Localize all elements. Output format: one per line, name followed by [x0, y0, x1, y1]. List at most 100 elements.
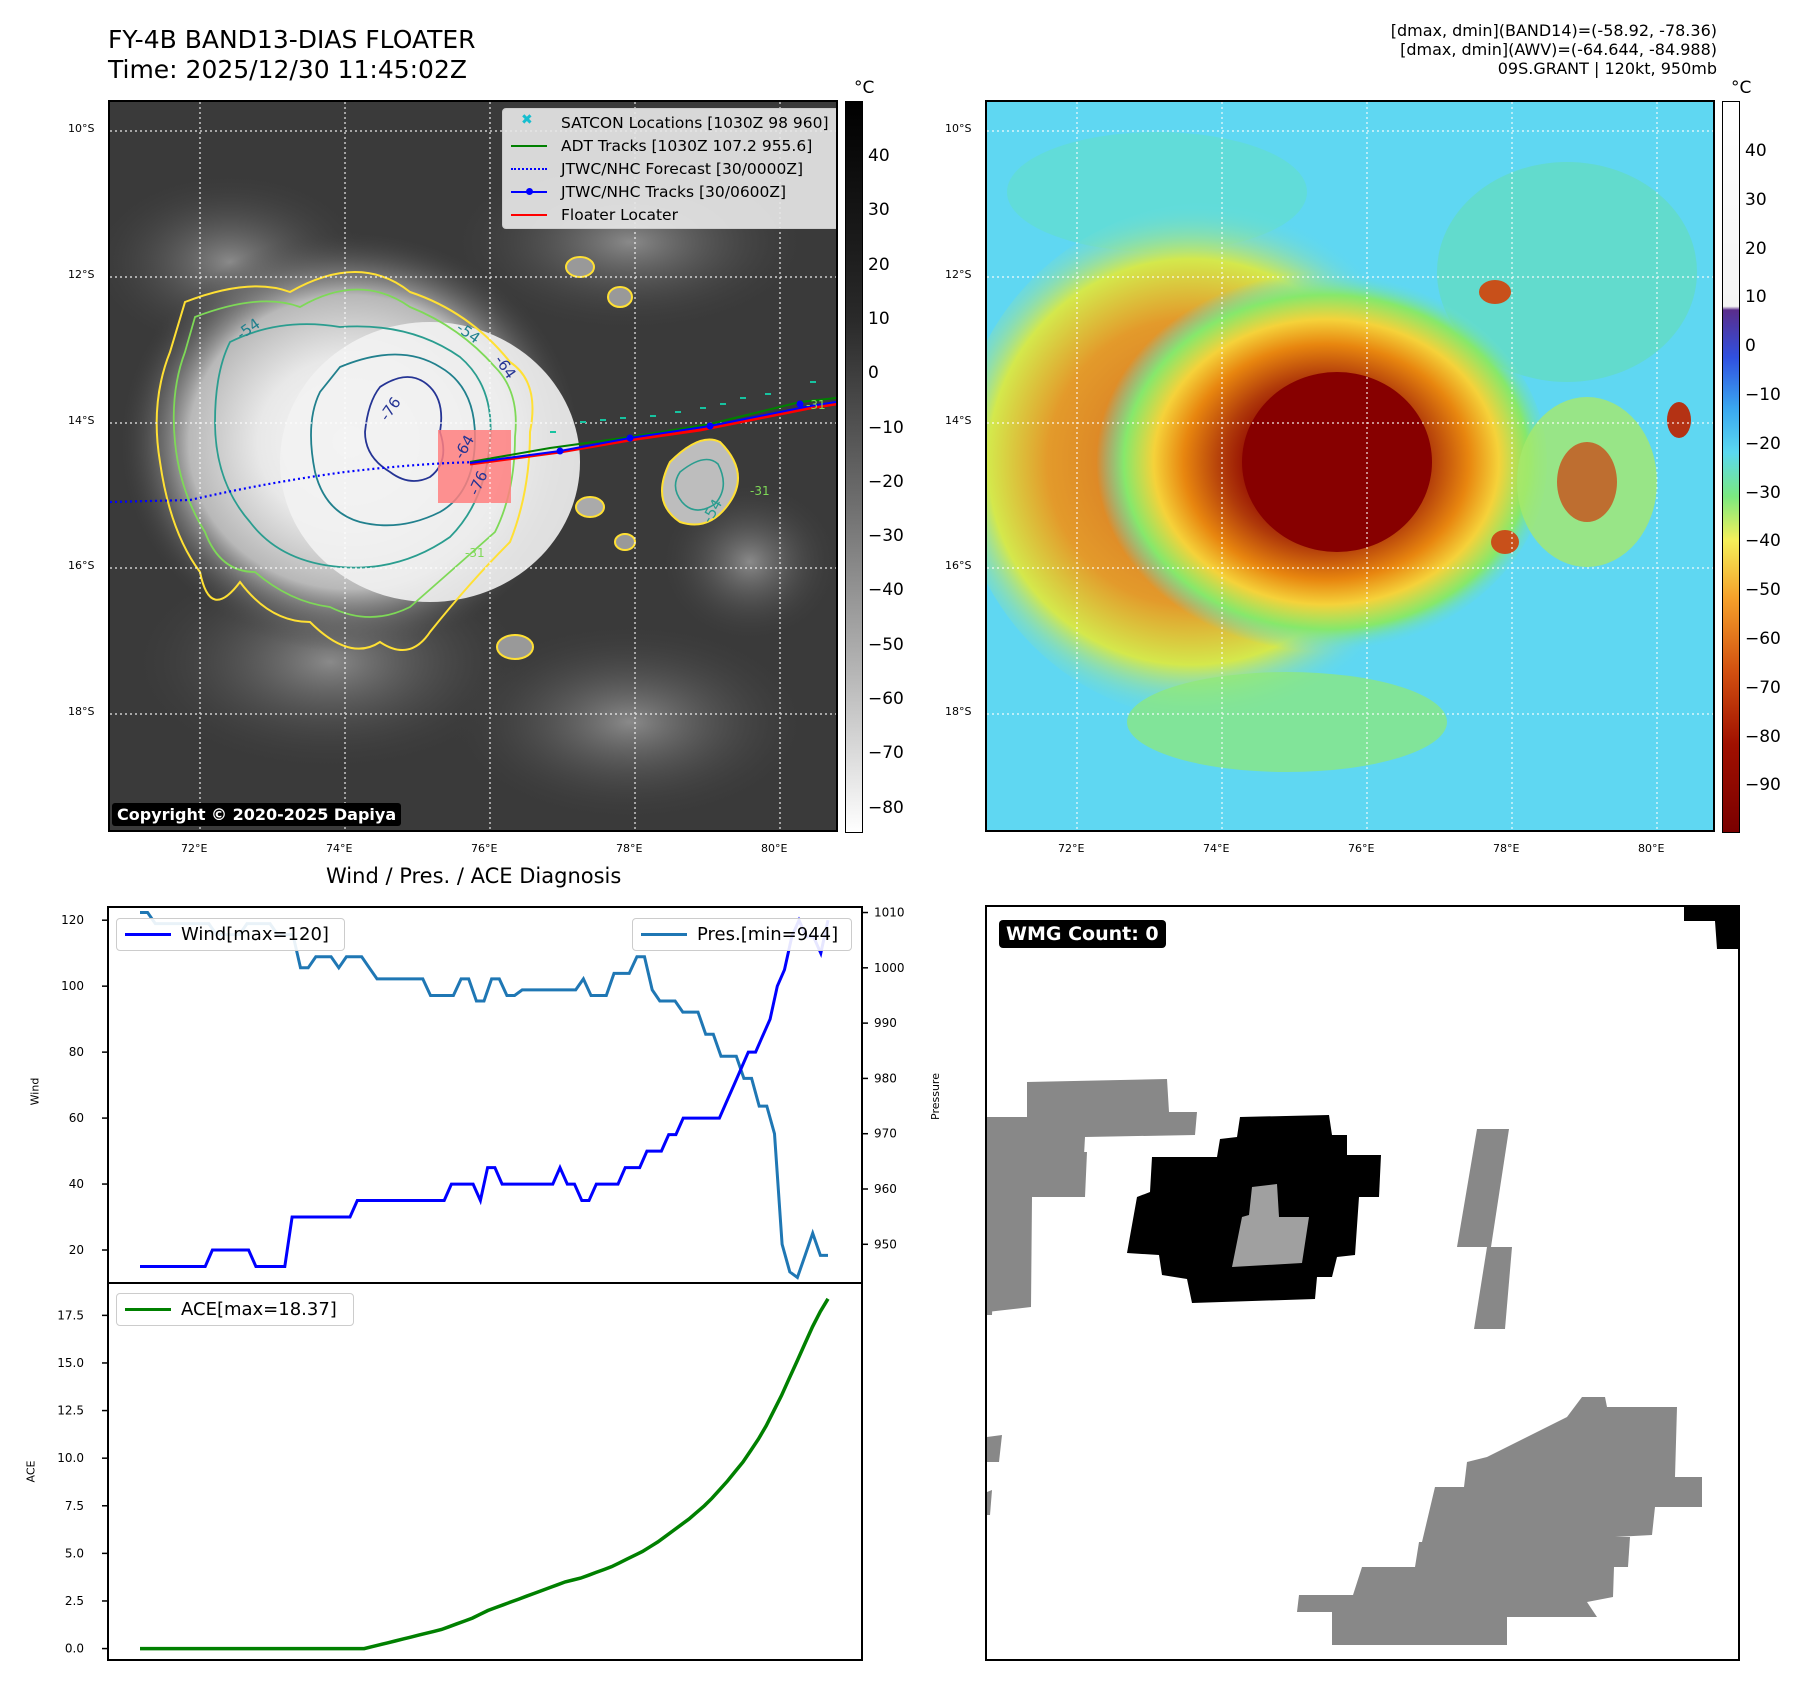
- wind-axis-label-5: 120: [61, 913, 84, 927]
- pressure-axis-label-4: 990: [874, 1016, 897, 1030]
- chart-title-line2: Time: 2025/12/30 11:45:02Z: [108, 55, 467, 84]
- wind-axis-label: Wind: [28, 1077, 42, 1106]
- contour-label-7: -31: [465, 546, 485, 560]
- wind-pres-plot-frame: [107, 906, 863, 1284]
- awv-lon-label-78e: 78°E: [1493, 842, 1520, 855]
- colorbar-left-unit: °C: [854, 78, 875, 98]
- colorbar-left-tick-3: 10: [868, 308, 890, 329]
- ace-axis-label: ACE: [24, 1460, 38, 1483]
- wmg-imagery: [987, 907, 1738, 1645]
- legend-item-forecast: JTWC/NHC Forecast [30/0000Z]: [507, 157, 835, 180]
- pres-legend-line-icon: [641, 933, 687, 936]
- lat-label-18s: 18°S: [68, 705, 95, 718]
- colorbar-left-tick-7: −30: [868, 526, 904, 547]
- pressure-axis-label: Pressure: [928, 1073, 942, 1120]
- awv-lat-label-18s: 18°S: [945, 705, 972, 718]
- colorbar-right-tick-7: −30: [1745, 482, 1781, 503]
- ir-map-panel: -54 -54 -64 -64 -76 -76 -31 -54 -31 -31 …: [108, 100, 838, 832]
- lat-label-14s: 14°S: [68, 414, 95, 427]
- info-awv: [dmax, dmin](AWV)=(-64.644, -84.988): [1400, 40, 1717, 59]
- map-legend: ✖ SATCON Locations [1030Z 98 960] ADT Tr…: [502, 108, 836, 229]
- lat-label-12s: 12°S: [68, 268, 95, 281]
- colorbar-right-tick-8: −40: [1745, 531, 1781, 552]
- colorbar-left-tick-0: 40: [868, 146, 890, 166]
- x-marker-icon: ✖: [521, 111, 533, 128]
- line-icon: [507, 139, 553, 153]
- colorbar-right-tick-9: −50: [1745, 580, 1781, 601]
- lon-label-72e: 72°E: [181, 842, 208, 855]
- pressure-axis-label-1: 960: [874, 1182, 897, 1196]
- legend-item-adt: ADT Tracks [1030Z 107.2 955.6]: [507, 134, 835, 157]
- wind-series-line: [140, 916, 830, 1268]
- lon-label-78e: 78°E: [616, 842, 643, 855]
- colorbar-right: [1722, 101, 1740, 833]
- colorbar-left-tick-11: −70: [868, 743, 904, 764]
- ace-axis-label-3: 7.5: [65, 1499, 84, 1513]
- dotted-line-icon: [507, 162, 553, 176]
- legend-item-satcon: ✖ SATCON Locations [1030Z 98 960]: [507, 111, 835, 134]
- lon-label-76e: 76°E: [471, 842, 498, 855]
- colorbar-left-tick-5: −10: [868, 417, 904, 438]
- pressure-axis-label-6: 1010: [874, 906, 905, 920]
- ace-axis-label-1: 2.5: [65, 1594, 84, 1608]
- awv-lat-label-16s: 16°S: [945, 559, 972, 572]
- diagnosis-title: Wind / Pres. / ACE Diagnosis: [326, 864, 622, 888]
- ace-axis-label-7: 17.5: [57, 1308, 84, 1322]
- colorbar-right-tick-10: −60: [1745, 629, 1781, 649]
- colorbar-left-tick-1: 30: [868, 200, 890, 221]
- colorbar-right-tick-5: −10: [1745, 385, 1781, 405]
- ace-axis-label-0: 0.0: [65, 1642, 84, 1656]
- legend-item-floater: Floater Locater: [507, 203, 835, 226]
- awv-lon-label-72e: 72°E: [1058, 842, 1085, 855]
- colorbar-left-tick-2: 20: [868, 254, 890, 275]
- ace-axis-label-4: 10.0: [57, 1451, 84, 1465]
- lat-label-10s: 10°S: [68, 122, 95, 135]
- ace-plot-frame: [107, 1282, 863, 1661]
- colorbar-right-tick-3: 10: [1745, 287, 1767, 308]
- wind-axis-label-2: 60: [69, 1111, 84, 1125]
- awv-lon-label-80e: 80°E: [1638, 842, 1665, 855]
- colorbar-left-tick-8: −40: [868, 580, 904, 601]
- colorbar-left-tick-12: −80: [868, 797, 904, 818]
- colorbar-left: [845, 101, 863, 833]
- copyright-label: Copyright © 2020-2025 Dapiya: [112, 803, 402, 826]
- colorbar-right-tick-2: 20: [1745, 238, 1767, 259]
- colorbar-right-tick-11: −70: [1745, 677, 1781, 698]
- awv-lat-label-10s: 10°S: [945, 122, 972, 135]
- wind-legend-label: Wind[max=120]: [181, 924, 329, 945]
- awv-lon-label-76e: 76°E: [1348, 842, 1375, 855]
- wind-axis-label-3: 80: [69, 1045, 84, 1059]
- pressure-axis-label-0: 950: [874, 1237, 897, 1251]
- pres-legend-label: Pres.[min=944]: [697, 924, 839, 945]
- info-band14: [dmax, dmin](BAND14)=(-58.92, -78.36): [1390, 21, 1717, 40]
- colorbar-right-tick-0: 40: [1745, 141, 1767, 161]
- pressure-series-line: [140, 911, 828, 1280]
- ace-legend-line-icon: [125, 1308, 171, 1311]
- awv-map-imagery: [987, 102, 1713, 830]
- awv-lon-label-74e: 74°E: [1203, 842, 1230, 855]
- legend-item-tracks: JTWC/NHC Tracks [30/0600Z]: [507, 180, 835, 203]
- lon-label-80e: 80°E: [761, 842, 788, 855]
- info-block: [dmax, dmin](BAND14)=(-58.92, -78.36) [d…: [1391, 21, 1717, 78]
- ace-legend: ACE[max=18.37]: [116, 1293, 354, 1326]
- line-marker-icon: [507, 185, 553, 199]
- wind-axis-label-1: 40: [69, 1177, 84, 1191]
- colorbar-right-tick-13: −90: [1745, 775, 1781, 796]
- contour-label-9: -31: [750, 484, 770, 498]
- pressure-axis-label-5: 1000: [874, 961, 905, 975]
- ace-axis-label-5: 12.5: [57, 1404, 84, 1418]
- colorbar-right-tick-12: −80: [1745, 726, 1781, 747]
- wind-axis-label-0: 20: [69, 1243, 84, 1257]
- ace-series-line: [140, 1297, 830, 1651]
- wmg-panel: WMG Count: 0: [985, 905, 1740, 1661]
- colorbar-left-tick-9: −50: [868, 634, 904, 655]
- colorbar-right-tick-4: 0: [1745, 336, 1756, 357]
- ace-axis-label-6: 15.0: [57, 1356, 84, 1370]
- colorbar-right-tick-6: −20: [1745, 433, 1781, 454]
- pressure-axis-label-2: 970: [874, 1127, 897, 1141]
- wind-axis-label-4: 100: [61, 979, 84, 993]
- lat-label-16s: 16°S: [68, 559, 95, 572]
- colorbar-right-tick-1: 30: [1745, 189, 1767, 210]
- contour-label-10: -31: [806, 398, 826, 412]
- awv-map-panel: [985, 100, 1715, 832]
